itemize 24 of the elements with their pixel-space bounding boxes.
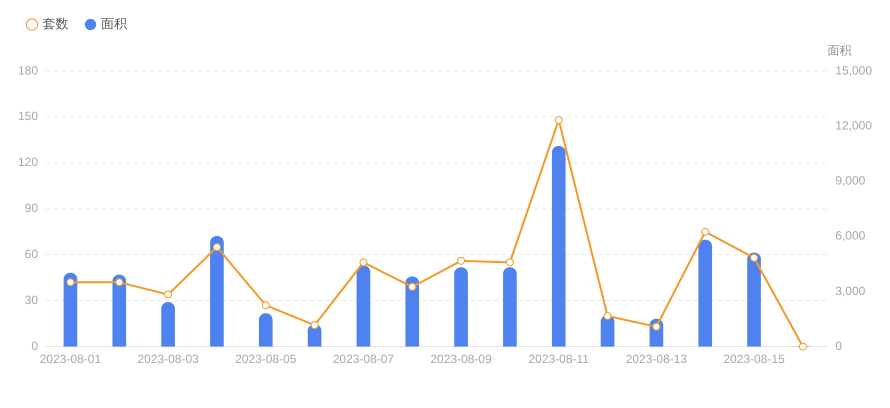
y2-tick-label: 6,000: [835, 228, 866, 243]
y-tick-label: 120: [18, 155, 38, 170]
y-tick-label: 150: [18, 109, 38, 124]
x-tick-label: 2023-08-11: [528, 352, 590, 366]
y2-tick-label: 12,000: [835, 118, 872, 132]
x-tick-label: 2023-08-05: [235, 352, 297, 366]
y-tick-label: 30: [24, 292, 38, 307]
y2-tick-label: 3,000: [835, 284, 866, 298]
legend-label: 面积: [101, 16, 127, 32]
legend-label: 套数: [42, 16, 68, 32]
y2-tick-label: 0: [835, 338, 842, 353]
x-tick-label: 2023-08-07: [332, 352, 394, 366]
y2-tick-label: 15,000: [835, 63, 872, 78]
x-tick-label: 2023-08-15: [723, 352, 786, 366]
y-tick-label: 90: [24, 201, 38, 216]
y-tick-label: 0: [31, 338, 38, 353]
x-tick-label: 2023-08-13: [626, 352, 688, 366]
x-tick-label: 2023-08-01: [40, 352, 102, 366]
y2-axis-title: 面积: [827, 43, 852, 58]
x-tick-label: 2023-08-09: [430, 352, 492, 366]
x-tick-label: 2023-08-03: [137, 352, 200, 366]
y2-tick-label: 9,000: [835, 174, 866, 188]
y-tick-label: 60: [24, 247, 38, 262]
y-tick-label: 180: [18, 63, 38, 78]
